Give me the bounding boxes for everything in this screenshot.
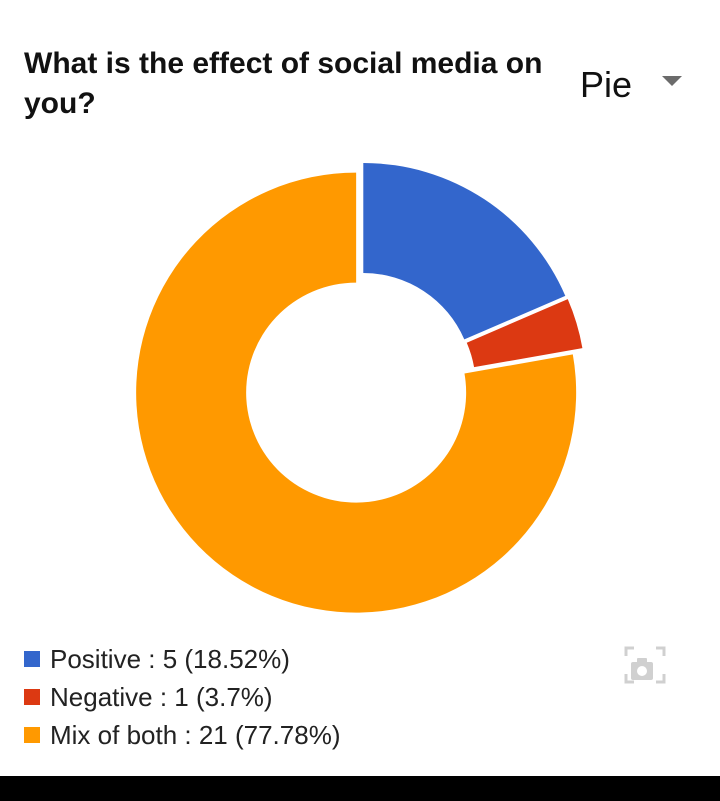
chart-legend: Positive : 5 (18.52%) Negative : 1 (3.7%… xyxy=(24,640,584,754)
legend-label-mix-of-both: Mix of both : 21 (77.78%) xyxy=(50,719,341,750)
pie-slice-mix-of-both xyxy=(136,172,577,613)
legend-item-positive: Positive : 5 (18.52%) xyxy=(24,640,584,678)
legend-swatch-mix-of-both xyxy=(24,727,40,743)
donut-slices xyxy=(136,162,583,613)
legend-label-positive: Positive : 5 (18.52%) xyxy=(50,643,290,674)
chart-type-label: Pie xyxy=(580,64,633,105)
legend-label-negative: Negative : 1 (3.7%) xyxy=(50,681,273,712)
legend-item-negative: Negative : 1 (3.7%) xyxy=(24,678,584,716)
chart-type-dropdown[interactable]: Pie xyxy=(570,60,700,110)
legend-swatch-negative xyxy=(24,689,40,705)
pie-slice-positive xyxy=(363,162,566,340)
pie-slice-negative xyxy=(466,299,583,368)
donut-chart xyxy=(136,162,583,613)
chevron-down-icon xyxy=(662,76,682,86)
system-navigation-bar xyxy=(0,776,720,801)
chart-title: What is the effect of social media on yo… xyxy=(24,47,543,120)
camera-screenshot-icon[interactable] xyxy=(622,644,668,686)
legend-swatch-positive xyxy=(24,651,40,667)
legend-item-mix-of-both: Mix of both : 21 (77.78%) xyxy=(24,716,584,754)
